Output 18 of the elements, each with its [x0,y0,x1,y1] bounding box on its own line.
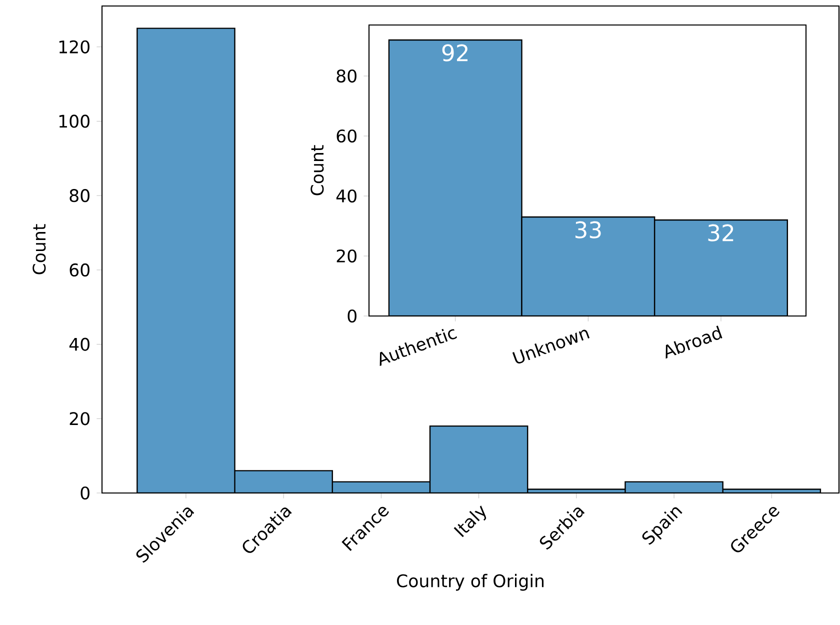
y-tick-label: 40 [336,189,356,203]
y-tick-label: 120 [59,40,90,54]
y-tick-label: 0 [80,486,90,500]
y-tick-label: 0 [348,309,356,323]
y-tick-label: 60 [70,263,90,276]
data-label: 92 [442,44,468,62]
x-axis-title: Country of Origin [396,574,544,591]
y-axis-title: Count [310,145,324,196]
data-label: 32 [708,224,734,242]
y-tick-label: 40 [69,338,90,351]
y-tick-label: 100 [59,114,90,128]
y-axis-title: Count [32,224,46,274]
y-tick-label: 60 [336,129,356,143]
data-label: 33 [575,221,601,238]
y-tick-label: 20 [336,249,356,263]
y-tick-label: 80 [70,189,90,202]
y-tick-label: 20 [70,412,90,426]
y-tick-label: 80 [336,69,356,83]
